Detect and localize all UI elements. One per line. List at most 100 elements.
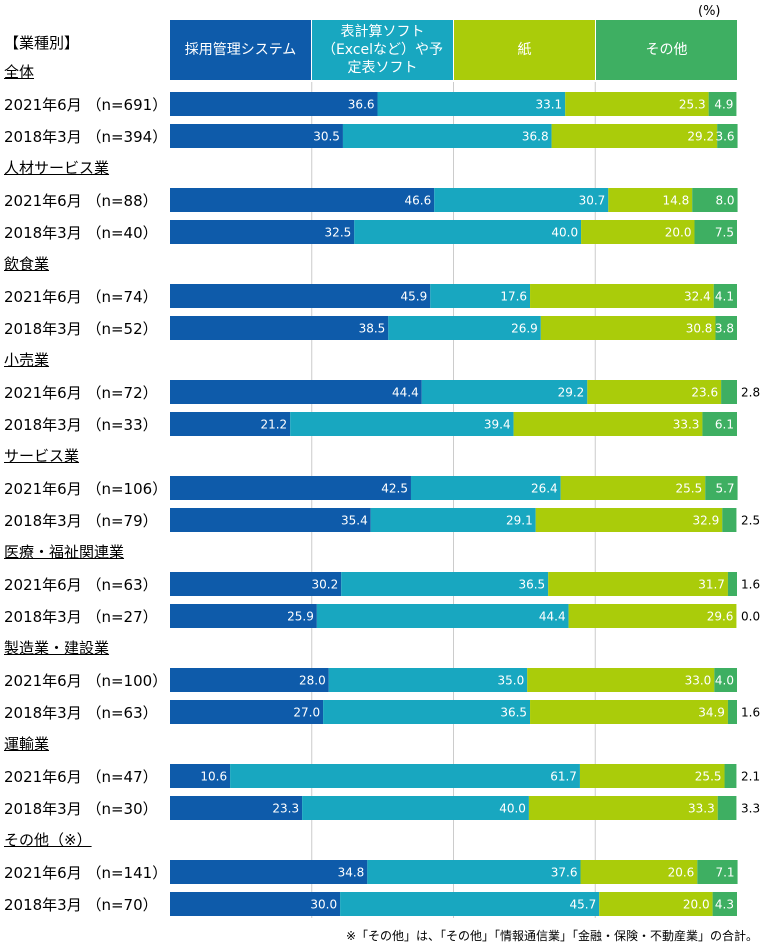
bar-segment xyxy=(694,220,737,244)
legend-item-series-2: 表計算ソフト（Excelなど）や予定表ソフト xyxy=(312,20,453,80)
data-label: 21.2 xyxy=(260,418,287,432)
data-label: 8.0 xyxy=(715,194,734,208)
data-label: 7.5 xyxy=(715,226,734,240)
bar-segment xyxy=(170,220,355,244)
group-label: 運輸業 xyxy=(4,735,50,753)
data-label: 33.1 xyxy=(535,98,562,112)
data-label: 4.9 xyxy=(714,98,733,112)
data-label: 26.9 xyxy=(511,322,538,336)
group-label: サービス業 xyxy=(4,447,80,465)
row-label: 2018年3月 （n=40） xyxy=(4,224,158,242)
bar-segment xyxy=(715,316,737,340)
data-label: 20.6 xyxy=(668,866,695,880)
data-label: 31.7 xyxy=(698,578,725,592)
data-label: 17.6 xyxy=(500,290,527,304)
bar-segment xyxy=(548,572,728,596)
data-label: 30.8 xyxy=(686,322,713,336)
data-label: 40.0 xyxy=(551,226,578,240)
row-label: 2021年6月 （n=141） xyxy=(4,864,168,882)
row-label: 2018年3月 （n=33） xyxy=(4,416,158,434)
unit-label: (%) xyxy=(698,4,721,19)
bar-segment xyxy=(727,700,737,724)
data-label: 30.0 xyxy=(310,898,337,912)
data-label: 2.8 xyxy=(741,386,760,400)
bar-segment xyxy=(170,412,291,436)
row-label: 2021年6月 （n=100） xyxy=(4,672,168,690)
bar-segment xyxy=(580,860,698,884)
bar-segment xyxy=(540,316,716,340)
row-label: 2021年6月 （n=74） xyxy=(4,288,158,306)
bar-segment xyxy=(530,284,714,308)
data-label: 20.0 xyxy=(683,898,710,912)
bar-segment xyxy=(434,188,609,212)
data-label: 34.9 xyxy=(698,706,725,720)
bar-segment xyxy=(323,700,531,724)
axis-title: 【業種別】 xyxy=(4,34,80,52)
data-label: 45.9 xyxy=(401,290,428,304)
data-label: 14.8 xyxy=(662,194,689,208)
row-label: 2021年6月 （n=88） xyxy=(4,192,158,210)
data-label: 40.0 xyxy=(499,802,526,816)
group-label: 製造業・建設業 xyxy=(4,639,110,657)
data-label: 23.3 xyxy=(272,802,299,816)
group-label: その他（※） xyxy=(4,831,92,849)
bar-segment xyxy=(170,796,303,820)
data-label: 29.2 xyxy=(558,386,585,400)
row-label: 2018年3月 （n=27） xyxy=(4,608,158,626)
bar-segment xyxy=(587,380,722,404)
bar-segment xyxy=(560,476,706,500)
data-label: 27.0 xyxy=(293,706,320,720)
data-label: 25.9 xyxy=(287,610,314,624)
row-label: 2018年3月 （n=70） xyxy=(4,896,158,914)
bar-segment xyxy=(170,604,317,628)
data-label: 2.5 xyxy=(741,514,760,528)
bar-segment xyxy=(705,476,738,500)
data-label: 28.0 xyxy=(299,674,326,688)
bar-segment xyxy=(170,700,324,724)
data-label: 34.8 xyxy=(338,866,365,880)
data-label: 25.5 xyxy=(695,770,722,784)
bar-segment xyxy=(608,188,693,212)
bar-segment xyxy=(717,124,738,148)
row-label: 2021年6月 （n=47） xyxy=(4,768,158,786)
bar-segment xyxy=(370,508,536,532)
row-label: 2018年3月 （n=63） xyxy=(4,704,158,722)
bar-segment xyxy=(410,476,561,500)
data-label: 23.6 xyxy=(691,386,718,400)
data-label: 29.1 xyxy=(506,514,533,528)
bar-segment xyxy=(581,220,695,244)
data-label: 44.4 xyxy=(392,386,419,400)
bar-segment xyxy=(697,860,738,884)
bar-segment xyxy=(342,124,552,148)
data-label: 37.6 xyxy=(551,866,578,880)
bar-segment xyxy=(170,92,378,116)
bar-segment xyxy=(421,380,588,404)
data-label: 4.3 xyxy=(715,898,734,912)
bar-segment xyxy=(302,796,529,820)
bar-segment xyxy=(702,412,737,436)
bar-segment xyxy=(170,316,389,340)
data-label: 1.6 xyxy=(741,578,760,592)
legend-item-series-3: 紙 xyxy=(454,20,595,80)
group-label: 医療・福祉関連業 xyxy=(4,543,125,561)
bar-segment xyxy=(599,892,713,916)
data-label: 46.6 xyxy=(405,194,432,208)
bar-segment xyxy=(513,412,703,436)
data-label: 42.5 xyxy=(381,482,408,496)
row-label: 2018年3月 （n=30） xyxy=(4,800,158,818)
bar-segment xyxy=(722,508,737,532)
data-label: 45.7 xyxy=(570,898,597,912)
row-label: 2018年3月 （n=394） xyxy=(4,128,168,146)
data-label: 33.0 xyxy=(685,674,712,688)
legend-item-series-4: その他 xyxy=(596,20,737,80)
bar-segment xyxy=(316,604,569,628)
data-label: 5.7 xyxy=(715,482,734,496)
bar-segment xyxy=(170,668,329,692)
data-label: 29.6 xyxy=(707,610,734,624)
bar-segment xyxy=(713,284,737,308)
bar-segment xyxy=(692,188,738,212)
data-label: 35.0 xyxy=(497,674,524,688)
legend-item-series-1: 採用管理システム xyxy=(170,20,311,80)
data-label: 33.3 xyxy=(673,418,700,432)
